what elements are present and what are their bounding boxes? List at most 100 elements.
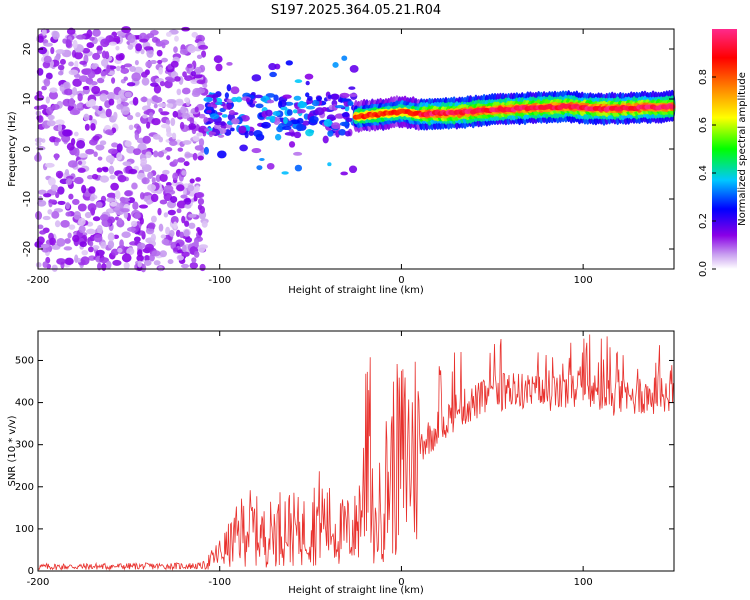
heat-blob (226, 61, 233, 66)
heat-blob (189, 178, 195, 184)
heat-blob (64, 168, 70, 176)
heat-blob (146, 33, 155, 39)
heat-blob (153, 84, 162, 94)
heat-blob (63, 246, 73, 251)
snr-ylabel: SNR (10 * v/v) (7, 415, 18, 486)
heat-blob (174, 76, 181, 82)
heat-blob (201, 220, 208, 228)
heat-blob (45, 96, 50, 104)
heat-blob (341, 112, 350, 118)
heat-blob (91, 85, 101, 95)
heat-blob (170, 215, 179, 225)
heat-blob (43, 42, 53, 47)
heat-blob (282, 94, 292, 99)
y-tick-label: 100 (15, 524, 34, 535)
heat-blob (179, 121, 185, 130)
heat-blob (72, 39, 78, 49)
heat-blob (54, 137, 61, 143)
heat-blob (96, 45, 103, 52)
heat-blob (115, 65, 121, 72)
heat-blob (123, 76, 128, 81)
heat-blob (99, 257, 110, 264)
heat-blob (327, 130, 334, 137)
heat-blob (93, 234, 103, 243)
heat-blob (113, 35, 121, 42)
heat-blob (107, 232, 115, 242)
heat-blob (187, 184, 195, 192)
heat-blob (256, 165, 263, 171)
heat-blob (181, 170, 187, 176)
heat-blob (155, 174, 161, 182)
heat-blob (172, 172, 179, 181)
heat-blob (285, 60, 293, 66)
heat-blob (96, 224, 103, 234)
heat-blob (100, 70, 107, 77)
heat-blob (244, 130, 249, 139)
heat-blob (140, 49, 145, 55)
heat-blob (77, 93, 83, 102)
heat-blob (198, 44, 209, 50)
heat-blob (77, 217, 86, 226)
heat-blob (47, 209, 53, 215)
heat-blob (198, 138, 205, 147)
heat-blob (43, 55, 52, 64)
snr-panel: -200 -100 0 100 0 100 200 300 400 500 Height of s… (7, 330, 675, 596)
heat-blob (253, 130, 263, 138)
heat-blob (154, 96, 163, 103)
heat-blob (96, 77, 105, 84)
heat-blob (105, 197, 115, 203)
heat-blob (124, 91, 132, 98)
heat-blob (189, 117, 195, 125)
heat-blob (194, 106, 199, 113)
heat-blob (213, 55, 223, 64)
heat-blob (153, 103, 158, 109)
heat-blob (151, 117, 161, 126)
spectrogram-heat (33, 26, 676, 273)
heat-blob (106, 216, 116, 224)
heat-blob (170, 117, 176, 127)
heat-blob (181, 244, 187, 253)
heat-blob (68, 193, 74, 200)
heat-blob (77, 160, 83, 165)
heat-blob (176, 208, 182, 214)
y-tick-label: -20 (22, 241, 33, 257)
heat-blob (107, 148, 118, 155)
heat-blob (192, 135, 200, 142)
heat-blob (177, 157, 186, 163)
heat-blob (144, 243, 154, 251)
heat-blob (108, 165, 115, 175)
heat-blob (198, 113, 206, 119)
heat-blob (276, 125, 284, 133)
heat-blob (74, 60, 79, 70)
heat-blob (183, 229, 190, 237)
heat-blob (74, 176, 84, 185)
heat-blob (284, 101, 294, 106)
heat-blob (130, 220, 138, 227)
heat-blob (86, 42, 95, 49)
heat-blob (269, 71, 277, 78)
heat-blob (248, 131, 254, 136)
x-tick-label: 100 (574, 275, 593, 286)
heat-blob (136, 242, 146, 249)
heat-blob (128, 124, 134, 131)
heat-blob (89, 98, 96, 107)
heat-blob (304, 73, 314, 80)
heat-blob (226, 102, 232, 110)
heat-blob (193, 74, 203, 79)
heat-blob (151, 177, 156, 184)
heat-blob (167, 209, 176, 216)
heat-blob (349, 64, 359, 73)
heat-blob (77, 167, 86, 173)
heat-blob (161, 42, 166, 49)
heat-blob (115, 45, 120, 51)
heat-blob (126, 82, 136, 87)
heat-blob (179, 48, 188, 55)
heat-blob (57, 200, 66, 206)
heat-blob (259, 157, 265, 161)
heat-blob (110, 248, 119, 256)
heat-blob (131, 182, 138, 190)
heat-blob (43, 78, 51, 87)
heat-blob (74, 147, 80, 157)
heat-blob (121, 231, 131, 239)
heat-blob (293, 95, 302, 101)
